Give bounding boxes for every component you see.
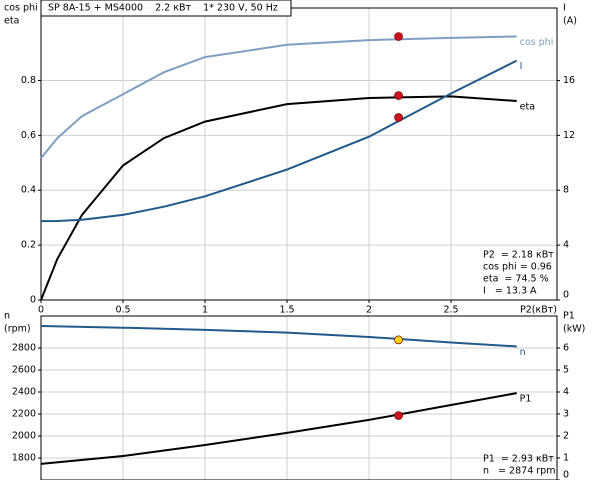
series-label: I [520, 61, 523, 72]
y-axis-label: (rpm) [4, 324, 31, 335]
y2-tick-label: 6 [563, 343, 569, 354]
series-label: cos phi [520, 37, 554, 48]
y2-axis-label: P1 [563, 311, 575, 322]
series-line [40, 59, 518, 223]
series-label: n [520, 347, 526, 358]
y-tick-label: 0.6 [21, 130, 36, 141]
plot-frame [40, 7, 558, 301]
y2-tick-label: 0 [563, 290, 569, 301]
series-label: P1 [520, 394, 532, 405]
info-text: P1 = 2.93 кВт [483, 454, 554, 465]
y2-tick-label: 5 [563, 365, 569, 376]
title-box [40, 0, 292, 17]
operating-point [394, 91, 403, 100]
y-axis-label: n [4, 311, 10, 322]
x-tick-label: 1 [202, 305, 208, 316]
info-text: I = 13.3 A [483, 286, 537, 297]
y-tick-label: 2400 [12, 387, 36, 398]
y2-tick-label: 1 [563, 453, 569, 464]
x-tick-label: 0.5 [115, 305, 130, 316]
y-tick-label: 0.4 [21, 185, 36, 196]
y2-tick-label: 3 [563, 409, 569, 420]
plot-frame [40, 315, 558, 480]
y2-tick-label: 16 [563, 75, 575, 86]
series-line [40, 35, 517, 159]
x-tick-label: 2.5 [443, 305, 458, 316]
y-tick-label: 1800 [12, 453, 36, 464]
y2-tick-label: 8 [563, 185, 569, 196]
operating-point [394, 113, 403, 122]
y2-axis-label: (kW) [563, 324, 585, 335]
y-tick-label: 0.2 [21, 240, 36, 251]
y-tick-label: 2200 [12, 409, 36, 420]
x-tick-label: 0 [38, 305, 44, 316]
operating-point [394, 32, 403, 41]
x-tick-label: 2 [366, 305, 372, 316]
y-tick-label: 2000 [12, 431, 36, 442]
series-label: eta [520, 102, 535, 113]
y2-axis-label: I [563, 3, 566, 14]
info-text: cos phi = 0.96 [483, 262, 552, 273]
y2-tick-label: 4 [563, 240, 569, 251]
operating-point [394, 411, 403, 420]
info-text: eta = 74.5 % [483, 274, 549, 285]
y2-tick-label: 2 [563, 431, 569, 442]
y-axis-label: eta [4, 16, 19, 27]
x-axis-label: P2(кВт) [520, 305, 557, 316]
series-line [40, 392, 517, 465]
series-line [40, 95, 517, 301]
y-axis-label: cos phi [4, 3, 38, 14]
y2-tick-label: 0 [563, 470, 569, 480]
y-tick-label: 2600 [12, 365, 36, 376]
x-tick-label: 1.5 [279, 305, 294, 316]
y-tick-label: 0 [30, 295, 36, 306]
y2-axis-label: (A) [563, 16, 577, 27]
info-text: P2 = 2.18 кВт [483, 250, 554, 261]
y2-tick-label: 12 [563, 130, 575, 141]
y-tick-label: 2800 [12, 343, 36, 354]
info-text: n = 2874 rpm [483, 466, 555, 477]
y2-tick-label: 4 [563, 387, 569, 398]
operating-point [394, 335, 403, 345]
series-line [40, 325, 517, 348]
chart-title: SP 8A-15 + MS4000 2.2 кВт 1* 230 V, 50 H… [48, 3, 278, 14]
y-tick-label: 0.8 [21, 75, 36, 86]
